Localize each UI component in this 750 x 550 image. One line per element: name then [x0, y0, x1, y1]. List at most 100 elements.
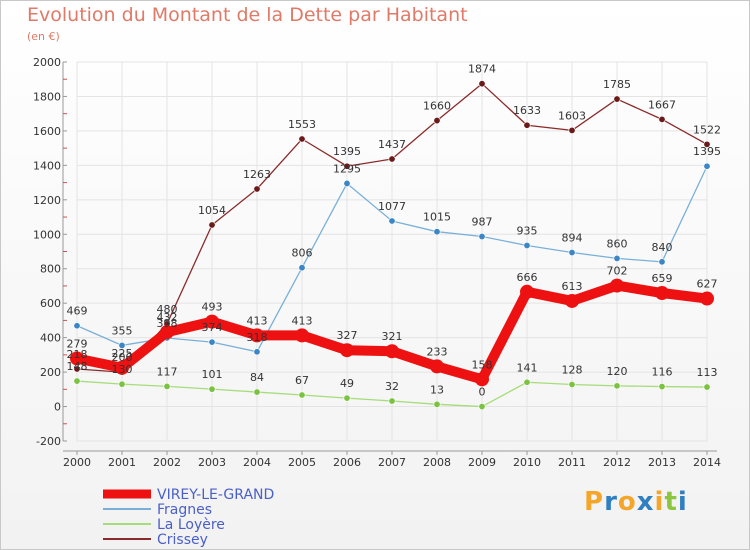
data-label: 1667	[648, 98, 676, 111]
data-point	[115, 360, 129, 375]
data-point	[520, 284, 534, 299]
legend-label: Crissey	[157, 532, 208, 548]
data-point	[340, 343, 354, 358]
data-point	[298, 135, 306, 143]
data-label: 321	[382, 330, 403, 343]
data-point	[298, 391, 306, 399]
data-label: 141	[517, 361, 538, 374]
data-label: 32	[385, 380, 399, 393]
chart-subtitle: (en €)	[27, 30, 60, 43]
x-tick-label: 2014	[693, 456, 721, 469]
data-label: 233	[427, 345, 448, 358]
data-point	[73, 377, 81, 385]
data-point	[163, 382, 171, 390]
x-tick-label: 2010	[513, 456, 541, 469]
data-label: 1077	[378, 200, 406, 213]
data-label: 413	[292, 314, 313, 327]
data-point	[295, 328, 309, 343]
data-label: 49	[340, 377, 354, 390]
data-point	[160, 325, 174, 340]
data-label: 1553	[288, 118, 316, 131]
data-point	[568, 249, 576, 257]
data-label: 627	[697, 278, 718, 291]
data-label: 666	[517, 271, 538, 284]
data-label: 13	[430, 383, 444, 396]
data-label: 0	[479, 386, 486, 399]
data-label: 130	[112, 363, 133, 376]
data-point	[478, 233, 486, 241]
x-tick-label: 2002	[153, 456, 181, 469]
data-label: 101	[202, 368, 223, 381]
data-label: 158	[472, 358, 493, 371]
data-point	[433, 228, 441, 236]
data-label: 327	[337, 329, 358, 342]
data-point	[613, 254, 621, 262]
x-tick-label: 2003	[198, 456, 226, 469]
data-point	[433, 400, 441, 408]
logo-letter: r	[604, 487, 618, 517]
data-label: 840	[652, 241, 673, 254]
data-point	[118, 380, 126, 388]
data-point	[73, 322, 81, 330]
x-tick-label: 2005	[288, 456, 316, 469]
data-point	[343, 162, 351, 170]
data-point	[478, 403, 486, 411]
data-label: 148	[67, 360, 88, 373]
data-point	[208, 221, 216, 229]
data-label: 318	[247, 331, 268, 344]
data-point	[208, 385, 216, 393]
data-point	[253, 348, 261, 356]
data-label: 1522	[693, 123, 721, 136]
data-label: 480	[157, 303, 178, 316]
data-label: 1660	[423, 100, 451, 113]
data-point	[475, 372, 489, 387]
x-tick-label: 2013	[648, 456, 676, 469]
data-label: 355	[112, 324, 133, 337]
series-layer	[70, 80, 714, 411]
y-tick-label: 0	[54, 401, 61, 414]
data-label: 1785	[603, 78, 631, 91]
data-label: 413	[247, 314, 268, 327]
data-label: 935	[517, 224, 538, 237]
data-label: 225	[112, 347, 133, 360]
data-label: 1395	[333, 145, 361, 158]
y-tick-label: 800	[40, 263, 61, 276]
data-point	[658, 115, 666, 123]
data-label: 67	[295, 374, 309, 387]
data-point	[703, 383, 711, 391]
data-label: 1633	[513, 104, 541, 117]
data-label: 1295	[333, 162, 361, 175]
data-label: 200	[112, 351, 133, 364]
data-label: 987	[472, 216, 493, 229]
data-point	[253, 185, 261, 193]
x-tick-label: 2012	[603, 456, 631, 469]
chart-title: Evolution du Montant de la Dette par Hab…	[27, 4, 468, 26]
data-label: 894	[562, 232, 583, 245]
data-label: 117	[157, 365, 178, 378]
data-point	[343, 179, 351, 187]
data-label: 1054	[198, 204, 226, 217]
data-point	[658, 383, 666, 391]
x-tick-label: 2009	[468, 456, 496, 469]
data-label: 1874	[468, 63, 496, 76]
data-point	[253, 388, 261, 396]
data-label: 374	[202, 321, 223, 334]
logo-letter: x	[636, 487, 655, 517]
data-label: 120	[607, 365, 628, 378]
data-label: 116	[652, 366, 673, 379]
y-tick-label: 1800	[33, 90, 61, 103]
logo-letter: t	[664, 487, 678, 517]
data-label: 1437	[378, 138, 406, 151]
data-point	[523, 378, 531, 386]
data-point	[523, 241, 531, 249]
data-label: 659	[652, 272, 673, 285]
legend-label: La Loyère	[157, 517, 225, 533]
data-point	[73, 365, 81, 373]
data-point	[430, 359, 444, 374]
data-point	[613, 95, 621, 103]
data-point	[70, 351, 84, 366]
data-point	[298, 264, 306, 272]
